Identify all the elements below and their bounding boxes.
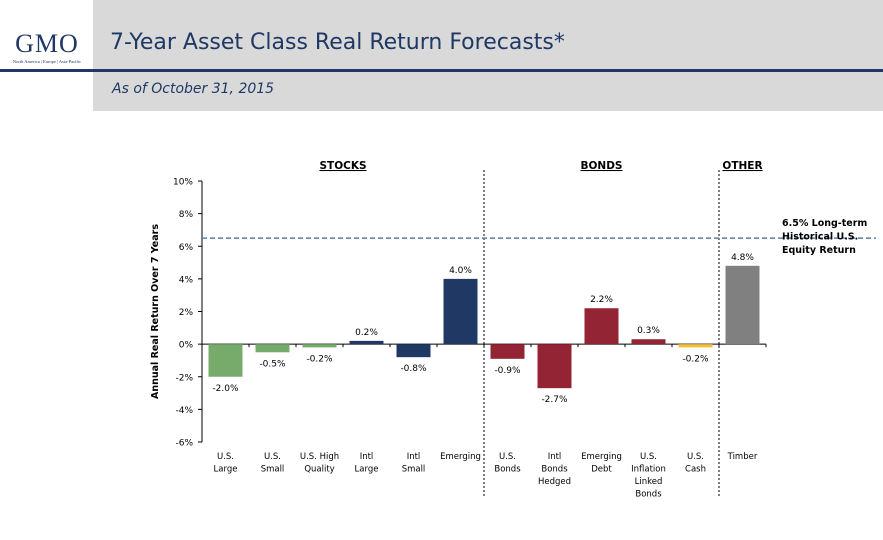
y-tick-label: 2%: [179, 308, 194, 318]
bar: [678, 344, 713, 348]
data-label: 4.0%: [449, 266, 472, 276]
data-label: 0.3%: [637, 326, 660, 336]
logo-tagline: North America | Europe | Asia-Pacific: [12, 59, 82, 64]
data-label: -2.0%: [212, 384, 239, 394]
y-tick-label: 8%: [179, 210, 194, 220]
category-label: Emerging: [581, 452, 622, 462]
category-label: Bonds: [635, 490, 662, 500]
category-label: Large: [355, 465, 379, 475]
data-label: -0.2%: [682, 354, 709, 364]
y-tick-label: -6%: [175, 439, 193, 449]
y-tick-label: -2%: [175, 373, 193, 383]
y-tick-label: 6%: [179, 243, 194, 253]
as-of-date: As of October 31, 2015: [112, 81, 275, 97]
category-label: Inflation: [631, 465, 666, 475]
header-band: [93, 0, 883, 111]
bar: [537, 344, 572, 389]
bar: [490, 344, 525, 359]
category-label: Debt: [591, 465, 612, 475]
bar: [255, 344, 290, 353]
category-label: Intl: [360, 452, 374, 462]
reference-line-label: Equity Return: [782, 245, 856, 256]
group-header: OTHER: [722, 160, 762, 172]
category-label: U.S.: [217, 452, 234, 462]
bar: [443, 278, 478, 345]
category-label: Intl: [407, 452, 421, 462]
bar: [349, 340, 384, 345]
group-header: STOCKS: [319, 160, 366, 172]
bar: [631, 339, 666, 345]
category-label: Cash: [685, 465, 706, 475]
category-label: U.S.: [687, 452, 704, 462]
bar: [302, 344, 337, 348]
category-label: Small: [402, 465, 426, 475]
bar: [396, 344, 431, 358]
y-tick-label: -4%: [175, 406, 193, 416]
category-label: Emerging: [440, 452, 481, 462]
category-label: U.S.: [640, 452, 657, 462]
category-label: Bonds: [494, 465, 521, 475]
bar: [584, 308, 619, 345]
logo-text: GMO: [15, 29, 79, 58]
title-divider: [0, 69, 883, 72]
group-header: BONDS: [581, 160, 623, 172]
category-label: Linked: [635, 477, 663, 487]
category-label: U.S.: [499, 452, 516, 462]
y-tick-label: 0%: [179, 341, 194, 351]
data-label: -0.5%: [259, 359, 286, 369]
data-label: -0.9%: [494, 366, 521, 376]
category-label: U.S.: [264, 452, 281, 462]
y-tick-label: 10%: [173, 178, 193, 188]
data-label: 0.2%: [355, 328, 378, 338]
bar: [725, 265, 760, 345]
page-title: 7-Year Asset Class Real Return Forecasts…: [110, 30, 565, 55]
category-label: Hedged: [538, 477, 571, 487]
category-label: Small: [261, 465, 285, 475]
category-label: Intl: [548, 452, 562, 462]
bar: [208, 344, 243, 377]
category-label: Bonds: [541, 465, 568, 475]
data-label: -2.7%: [541, 395, 568, 405]
data-label: -0.8%: [400, 364, 427, 374]
y-tick-label: 4%: [179, 275, 194, 285]
data-label: 4.8%: [731, 253, 754, 263]
reference-line-label: 6.5% Long-term: [782, 218, 867, 229]
category-label: Quality: [304, 465, 334, 475]
data-label: 2.2%: [590, 295, 613, 305]
y-axis-title: Annual Real Return Over 7 Years: [150, 224, 161, 399]
data-label: -0.2%: [306, 354, 333, 364]
category-label: Large: [214, 465, 238, 475]
gmo-logo: GMO North America | Europe | Asia-Pacifi…: [8, 29, 86, 65]
category-label: Timber: [727, 452, 758, 462]
reference-line-label: Historical U.S.: [782, 232, 858, 243]
category-label: U.S. High: [300, 452, 339, 462]
